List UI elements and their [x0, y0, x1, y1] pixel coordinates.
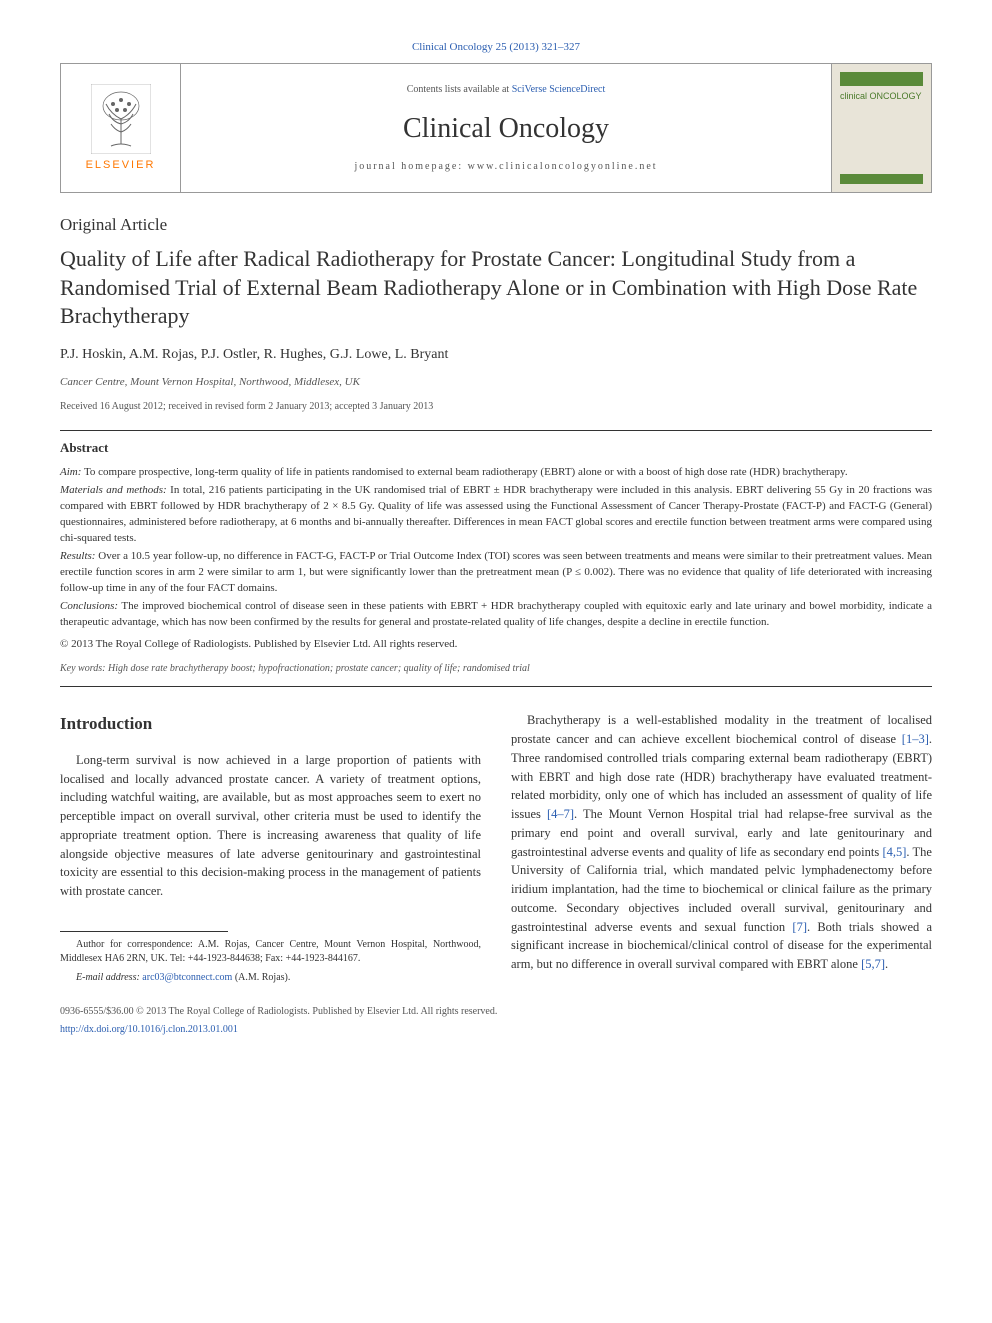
ref-5-7[interactable]: [5,7]: [861, 957, 885, 971]
journal-citation[interactable]: Clinical Oncology 25 (2013) 321–327: [60, 40, 932, 55]
results-text: Over a 10.5 year follow-up, no differenc…: [60, 550, 932, 594]
journal-header: ELSEVIER Contents lists available at Sci…: [60, 63, 932, 193]
intro-paragraph-2: Brachytherapy is a well-established moda…: [511, 711, 932, 974]
conclusions-label: Conclusions:: [60, 600, 118, 612]
authors: P.J. Hoskin, A.M. Rojas, P.J. Ostler, R.…: [60, 345, 932, 365]
journal-homepage: journal homepage: www.clinicaloncologyon…: [354, 160, 657, 174]
methods-text: In total, 216 patients participating in …: [60, 484, 932, 544]
homepage-url[interactable]: www.clinicaloncologyonline.net: [468, 161, 658, 172]
elsevier-tree-icon: [91, 84, 151, 154]
sciencedirect-link[interactable]: SciVerse ScienceDirect: [512, 84, 606, 95]
article-type: Original Article: [60, 213, 932, 237]
cover-top-bar: [840, 72, 923, 86]
conclusions-text: The improved biochemical control of dise…: [60, 600, 932, 628]
contents-prefix: Contents lists available at: [407, 84, 512, 95]
keywords-text: High dose rate brachytherapy boost; hypo…: [105, 663, 529, 674]
introduction-heading: Introduction: [60, 711, 481, 737]
header-center: Contents lists available at SciVerse Sci…: [181, 64, 831, 192]
ref-1-3[interactable]: [1–3]: [902, 732, 929, 746]
abstract-heading: Abstract: [60, 439, 932, 457]
cover-title: clinical ONCOLOGY: [840, 90, 923, 103]
left-column: Introduction Long-term survival is now a…: [60, 711, 481, 985]
publisher-name: ELSEVIER: [86, 158, 156, 173]
article-dates: Received 16 August 2012; received in rev…: [60, 400, 932, 414]
p2a: Brachytherapy is a well-established moda…: [511, 713, 932, 746]
results-label: Results:: [60, 550, 95, 562]
aim-text: To compare prospective, long-term qualit…: [81, 466, 847, 478]
footnote-divider: [60, 931, 228, 932]
right-column: Brachytherapy is a well-established moda…: [511, 711, 932, 985]
ref-4-7[interactable]: [4–7]: [547, 807, 574, 821]
p2f: .: [885, 957, 888, 971]
divider: [60, 686, 932, 687]
email-suffix: (A.M. Rojas).: [232, 972, 290, 983]
email-link[interactable]: arc03@btconnect.com: [142, 972, 232, 983]
journal-name: Clinical Oncology: [403, 109, 609, 148]
publisher-logo[interactable]: ELSEVIER: [61, 64, 181, 192]
email-footnote: E-mail address: arc03@btconnect.com (A.M…: [60, 970, 481, 985]
correspondence-footnote: Author for correspondence: A.M. Rojas, C…: [60, 938, 481, 966]
divider: [60, 430, 932, 431]
doi-link[interactable]: http://dx.doi.org/10.1016/j.clon.2013.01…: [60, 1024, 238, 1035]
contents-available: Contents lists available at SciVerse Sci…: [407, 83, 606, 97]
ref-7[interactable]: [7]: [792, 920, 807, 934]
homepage-prefix: journal homepage:: [354, 161, 467, 172]
cover-bottom-bar: [840, 174, 923, 184]
keywords-label: Key words:: [60, 663, 105, 674]
affiliation: Cancer Centre, Mount Vernon Hospital, No…: [60, 375, 932, 390]
intro-paragraph-1: Long-term survival is now achieved in a …: [60, 751, 481, 901]
ref-4-5[interactable]: [4,5]: [882, 845, 906, 859]
journal-cover-thumbnail[interactable]: clinical ONCOLOGY: [831, 64, 931, 192]
keywords: Key words: High dose rate brachytherapy …: [60, 662, 932, 676]
article-title: Quality of Life after Radical Radiothera…: [60, 245, 932, 331]
abstract-copyright: © 2013 The Royal College of Radiologists…: [60, 637, 932, 653]
body-columns: Introduction Long-term survival is now a…: [60, 711, 932, 985]
methods-label: Materials and methods:: [60, 484, 167, 496]
p2c: . The Mount Vernon Hospital trial had re…: [511, 807, 932, 859]
abstract-body: Aim: To compare prospective, long-term q…: [60, 465, 932, 652]
aim-label: Aim:: [60, 466, 81, 478]
email-label: E-mail address:: [76, 972, 142, 983]
issn-copyright: 0936-6555/$36.00 © 2013 The Royal Colleg…: [60, 1005, 932, 1019]
